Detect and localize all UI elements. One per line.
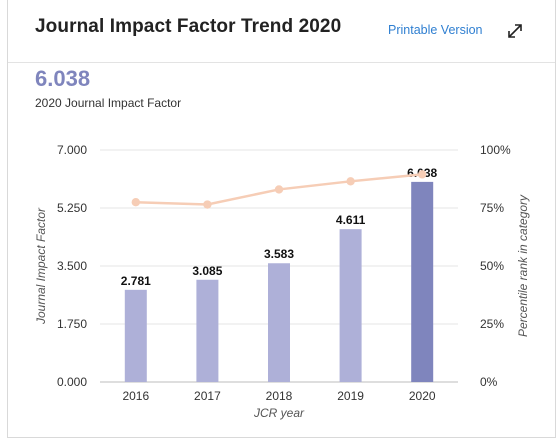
card-header: Journal Impact Factor Trend 2020 Printab…	[8, 0, 555, 63]
x-tick-label: 2020	[409, 389, 436, 403]
bar-2019	[339, 229, 362, 382]
y2-tick-label: 100%	[480, 143, 511, 157]
bar-value-label: 3.583	[264, 247, 294, 261]
y-tick-label: 7.000	[57, 143, 87, 157]
expand-icon[interactable]	[506, 22, 524, 40]
bar-2016	[124, 289, 147, 382]
bar-2017	[196, 279, 219, 382]
bar-value-label: 4.611	[336, 213, 366, 227]
impact-factor-value: 6.038	[35, 66, 91, 91]
impact-factor-label: 2020 Journal Impact Factor	[35, 96, 182, 110]
percentile-point-2017	[203, 200, 212, 209]
card-title: Journal Impact Factor Trend 2020	[35, 16, 342, 37]
printable-version-link[interactable]: Printable Version	[388, 23, 483, 37]
x-axis-title: JCR year	[253, 406, 305, 420]
percentile-point-2020	[418, 170, 427, 179]
bar-value-label: 3.085	[192, 264, 222, 278]
y-tick-label: 1.750	[57, 317, 87, 331]
bar-value-label: 2.781	[121, 274, 151, 288]
y-tick-label: 5.250	[57, 201, 87, 215]
y2-tick-label: 25%	[480, 317, 504, 331]
y-tick-label: 3.500	[57, 259, 87, 273]
y-axis-title: Journal Impact Factor	[34, 207, 48, 325]
bar-2018	[268, 263, 290, 382]
x-tick-label: 2017	[194, 389, 221, 403]
x-tick-label: 2019	[337, 389, 364, 403]
y2-axis-title: Percentile rank in category	[516, 194, 530, 337]
y-tick-label: 0.000	[57, 375, 87, 389]
x-tick-label: 2016	[122, 389, 149, 403]
percentile-point-2019	[346, 177, 355, 186]
percentile-point-2016	[131, 198, 140, 207]
x-tick-label: 2018	[266, 389, 293, 403]
y2-tick-label: 0%	[480, 375, 498, 389]
bar-2020	[411, 181, 434, 382]
y2-tick-label: 50%	[480, 259, 504, 273]
percentile-point-2018	[274, 185, 284, 194]
y2-tick-label: 75%	[480, 201, 504, 215]
